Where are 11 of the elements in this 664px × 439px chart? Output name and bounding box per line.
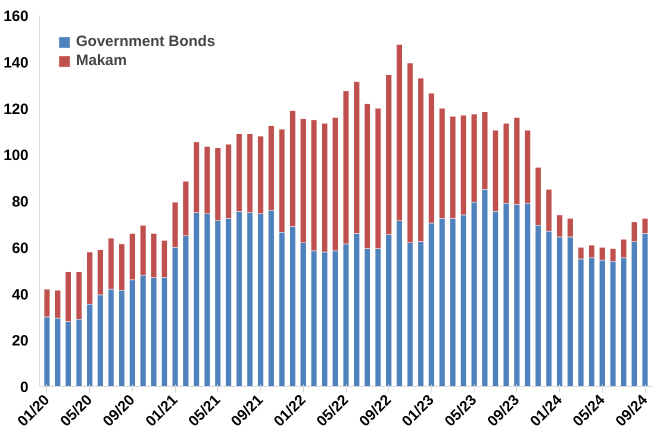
y-tick-label: 120	[3, 100, 29, 118]
y-tick-label: 140	[3, 54, 29, 72]
legend-label: Makam	[76, 52, 127, 69]
y-tick-label: 40	[12, 286, 29, 304]
legend-label: Government Bonds	[76, 33, 216, 50]
y-tick-label: 100	[3, 147, 29, 164]
y-tick-label: 80	[12, 194, 29, 210]
y-tick-label: 160	[3, 8, 29, 25]
y-tick-label: 60	[12, 240, 29, 257]
y-tick-label: 0	[20, 379, 28, 396]
y-tick-label: 20	[12, 332, 29, 350]
